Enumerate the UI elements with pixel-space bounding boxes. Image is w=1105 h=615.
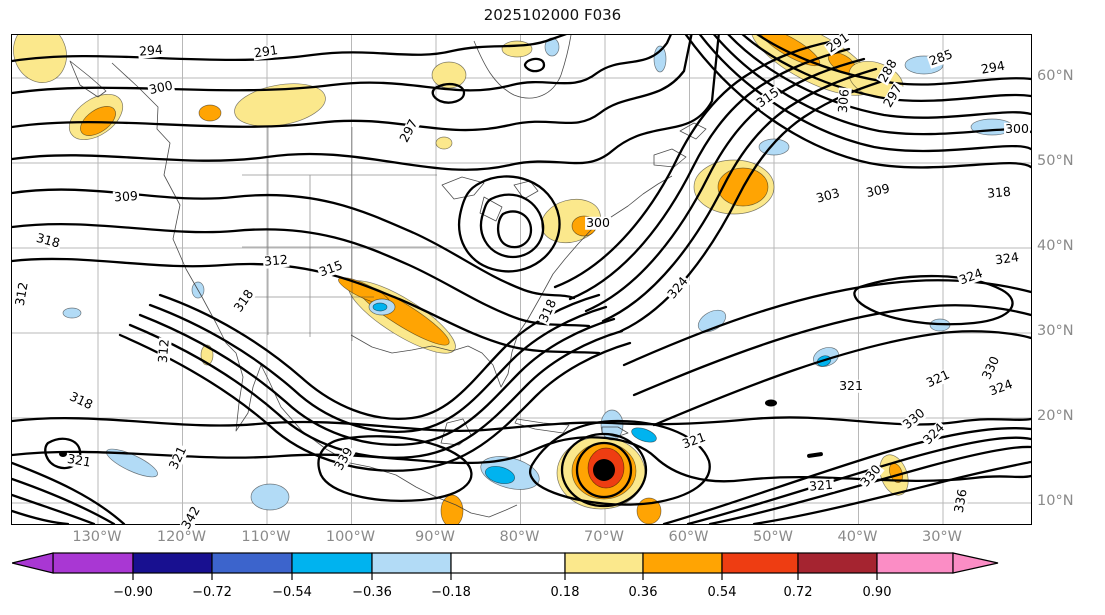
colorbar-segment xyxy=(721,552,799,574)
contour-label: 321 xyxy=(838,377,864,393)
lon-tick-label: 90°W xyxy=(414,529,456,545)
colorbar-tick-label: −0.18 xyxy=(431,585,471,600)
map-plot-area: 294 291 300 309 318 312 315 297 300 291 285 294 288 2… xyxy=(11,29,1032,533)
contour-label: 309 xyxy=(112,188,140,205)
lon-tick-label: 30°W xyxy=(921,529,963,545)
pacific-coastline xyxy=(111,62,518,518)
lon-tick-label: 80°W xyxy=(499,529,540,545)
coastline-layer xyxy=(69,35,707,518)
contour-label: 306 xyxy=(834,87,852,115)
lon-tick-label: 110°W xyxy=(241,529,291,545)
lat-tick-label: 10°N xyxy=(1037,493,1074,509)
lat-tick-label: 50°N xyxy=(1037,153,1074,169)
colorbar-segment xyxy=(564,552,644,574)
great-lakes xyxy=(441,176,539,222)
colorbar-segment xyxy=(52,552,134,574)
colorbar-over-arrow xyxy=(952,552,999,574)
contour-label: 321 xyxy=(807,476,835,494)
colorbar-under-arrow xyxy=(12,552,54,574)
colorbar-segment xyxy=(450,552,566,574)
lat-tick-label: 40°N xyxy=(1037,238,1074,254)
lon-tick-label: 40°W xyxy=(837,529,878,545)
colorbar-tick-label: −0.36 xyxy=(352,585,392,600)
colorbar-segment xyxy=(132,552,213,574)
lon-tick-label: 60°W xyxy=(668,529,709,545)
cuba-coastline xyxy=(514,418,570,434)
lat-tick-label: 20°N xyxy=(1037,408,1074,424)
anomaly-patch xyxy=(200,344,214,366)
colorbar-tick-label: −0.54 xyxy=(272,585,312,600)
colorbar-tick-label: 0.90 xyxy=(862,585,892,600)
lon-tick-label: 120°W xyxy=(156,529,207,545)
contour-lines-layer xyxy=(12,35,1031,524)
anomaly-patch xyxy=(106,448,158,478)
anomaly-patch xyxy=(62,307,82,319)
gulf-atlantic-coastline xyxy=(350,175,673,388)
contour-label: 294 xyxy=(137,41,165,59)
colorbar-segment xyxy=(371,552,452,574)
contour-label: 300 xyxy=(1004,120,1030,136)
anomaly-patch xyxy=(485,466,515,484)
lat-tick-label: 60°N xyxy=(1037,68,1074,84)
colorbar-segment xyxy=(642,552,723,574)
anomaly-patch xyxy=(631,427,657,443)
colorbar-tick-label: −0.72 xyxy=(192,585,232,600)
contour-label: 300 xyxy=(585,214,611,230)
anomaly-patch xyxy=(435,136,453,150)
lat-tick-label: 30°N xyxy=(1037,323,1074,339)
lon-tick-label: 70°W xyxy=(583,529,625,545)
colorbar-segment xyxy=(876,552,954,574)
anomaly-patch xyxy=(600,409,624,441)
contour-label: 312 xyxy=(154,337,172,365)
contour-label: 312 xyxy=(262,251,290,269)
hispaniola-coastline xyxy=(601,426,629,438)
colorbar-tick-label: −0.90 xyxy=(113,585,153,600)
colorbar-segment xyxy=(291,552,373,574)
alaska-coastline xyxy=(69,60,107,98)
lon-tick-label: 50°W xyxy=(752,529,794,545)
colorbar-segment xyxy=(797,552,878,574)
anomaly-patch xyxy=(431,61,467,89)
storm-marker xyxy=(593,459,615,481)
colorbar-tick-label: 0.72 xyxy=(783,585,813,600)
chart-title: 2025102000 F036 xyxy=(483,6,622,24)
anomaly-patch xyxy=(250,483,290,511)
colorbar-tick-label: 0.54 xyxy=(707,585,737,600)
hudson-bay-coastline xyxy=(473,35,572,99)
lon-tick-label: 100°W xyxy=(325,529,376,545)
anomaly-patch xyxy=(13,35,67,83)
anomaly-patch xyxy=(372,302,388,312)
anomaly-patch xyxy=(198,104,222,122)
colorbar-segment xyxy=(211,552,293,574)
contour-label: 318 xyxy=(985,183,1013,201)
colorbar xyxy=(12,552,999,580)
anomaly-patch xyxy=(80,106,116,136)
colorbar-tick-label: 0.36 xyxy=(628,585,658,600)
lon-tick-label: 130°W xyxy=(72,529,122,545)
colorbar-tick-label: 0.18 xyxy=(550,585,580,600)
state-borders xyxy=(242,127,437,341)
